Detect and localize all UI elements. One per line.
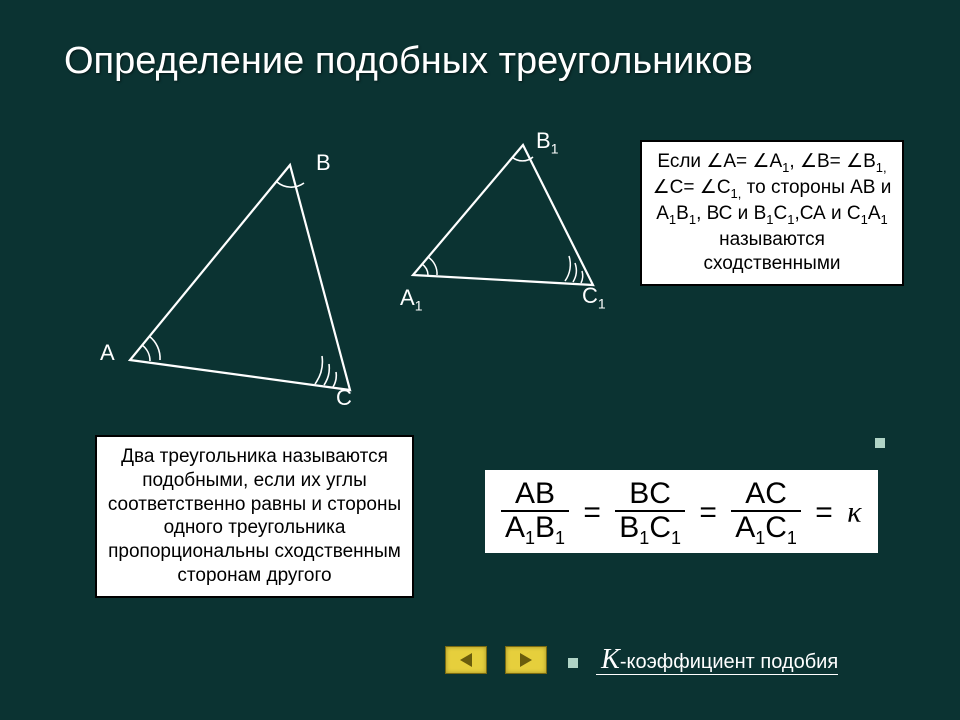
triangle-big-shape bbox=[130, 165, 350, 390]
arrow-left-icon bbox=[460, 653, 472, 667]
vertex-label-a: А bbox=[100, 340, 115, 366]
triangle-big bbox=[110, 150, 370, 410]
bullet-icon bbox=[875, 438, 885, 448]
vertex-label-c: С bbox=[336, 385, 352, 411]
fraction-1: AB A1B1 bbox=[501, 478, 569, 547]
fraction-2: BC B1C1 bbox=[615, 478, 685, 547]
vertex-label-b1: В1 bbox=[536, 128, 558, 156]
kappa-symbol: κ bbox=[847, 496, 861, 529]
next-button[interactable] bbox=[505, 646, 547, 674]
footer-k-text[interactable]: K-коэффициент подобия bbox=[568, 644, 838, 676]
arrow-right-icon bbox=[520, 653, 532, 667]
formula-box: AB A1B1 = BC B1C1 = AC A1C1 = κ bbox=[485, 470, 878, 553]
nav-buttons bbox=[445, 646, 561, 679]
vertex-label-b: В bbox=[316, 150, 331, 176]
prev-button[interactable] bbox=[445, 646, 487, 674]
triangle-small-shape bbox=[413, 145, 593, 285]
triangle-small bbox=[398, 135, 608, 305]
vertex-label-c1: С1 bbox=[582, 283, 606, 311]
definition-box: Два треугольника называются подобными, е… bbox=[95, 435, 414, 598]
vertex-label-a1: А1 bbox=[400, 285, 422, 313]
fraction-3: AC A1C1 bbox=[731, 478, 801, 547]
page-title: Определение подобных треугольников bbox=[64, 40, 753, 83]
condition-box: Если ∠А= ∠А1, ∠В= ∠В1, ∠С= ∠С1, то сторо… bbox=[640, 140, 904, 286]
bullet-icon bbox=[568, 658, 578, 668]
